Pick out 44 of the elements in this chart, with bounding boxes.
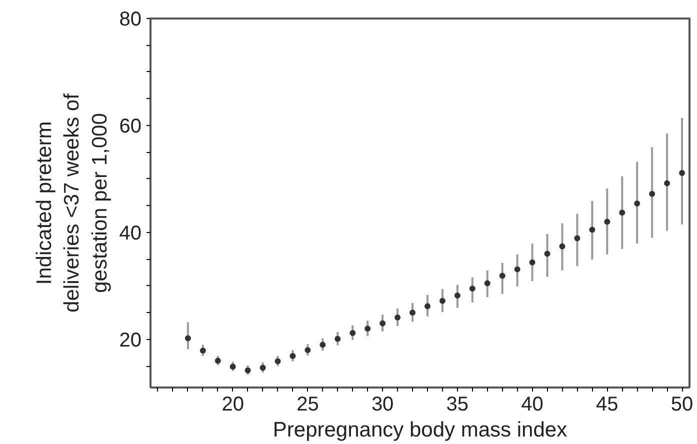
point (350, 330, 356, 336)
point (454, 292, 460, 299)
point (544, 250, 550, 257)
point (649, 190, 656, 197)
x-tick-label: 25 (296, 394, 319, 416)
point (200, 348, 206, 354)
point (334, 336, 341, 342)
point (424, 303, 430, 310)
point (380, 320, 386, 326)
x-tick-label: 35 (446, 394, 469, 416)
x-tick-label: 30 (371, 394, 394, 416)
x-axis-title: Prepregnancy body mass index (272, 418, 568, 442)
y-axis-title: Indicated preterm deliveries <37 weeks of gestation per 1,000 (33, 93, 112, 312)
y-tick-label: 60 (119, 115, 142, 138)
x-tick-label: 50 (670, 394, 694, 416)
point (260, 364, 266, 371)
point (410, 310, 416, 316)
y-tick-label: 40 (119, 222, 142, 244)
point (499, 272, 506, 279)
point (619, 210, 626, 216)
point (604, 218, 610, 225)
point (679, 170, 686, 176)
point (664, 180, 670, 186)
point (529, 259, 536, 266)
y-tick-label: 80 (119, 8, 142, 30)
point (484, 280, 490, 286)
x-tick-label: 40 (521, 394, 544, 416)
point (469, 286, 476, 292)
point (290, 352, 296, 359)
point (304, 347, 311, 354)
x-tick-label: 20 (222, 394, 244, 416)
point (559, 243, 566, 250)
point (574, 235, 580, 242)
point (184, 335, 191, 342)
point (439, 298, 446, 304)
y-tick-label: 20 (119, 329, 142, 352)
point (514, 266, 520, 272)
point (589, 226, 596, 233)
point (364, 326, 371, 332)
point (634, 200, 640, 207)
point (274, 358, 281, 364)
point (394, 314, 401, 320)
point (320, 342, 326, 348)
x-tick-label: 45 (596, 394, 618, 416)
